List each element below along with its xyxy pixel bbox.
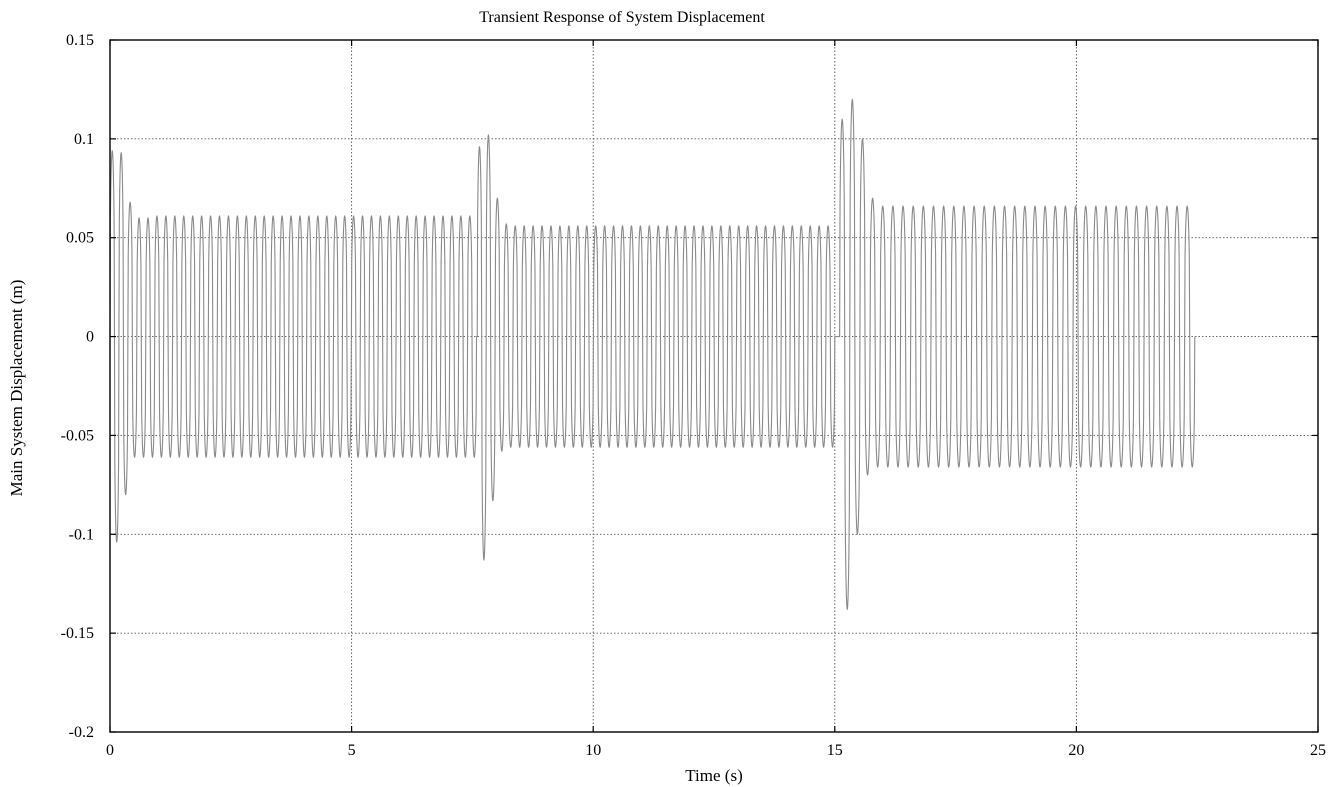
x-tick-label: 5 (348, 742, 356, 759)
x-axis-label: Time (s) (685, 766, 742, 785)
y-tick-label: -0.2 (69, 724, 94, 741)
y-axis-label: Main System Displacement (m) (7, 280, 26, 497)
y-tick-label: 0.15 (66, 32, 94, 49)
y-tick-label: -0.05 (61, 427, 94, 444)
x-tick-label: 20 (1068, 742, 1084, 759)
y-tick-label: -0.1 (69, 526, 94, 543)
axis-ticks (109, 39, 1319, 733)
x-tick-label: 25 (1310, 742, 1326, 759)
y-tick-label: 0 (86, 329, 94, 346)
y-tick-label: 0.05 (66, 230, 94, 247)
y-tick-label: 0.1 (74, 131, 94, 148)
chart-title: Transient Response of System Displacemen… (479, 9, 765, 26)
plot-frame (109, 39, 1319, 733)
x-tick-label: 10 (585, 742, 601, 759)
x-tick-label: 15 (827, 742, 843, 759)
displacement-series-line (109, 98, 1196, 610)
y-tick-label: -0.15 (61, 625, 94, 642)
x-tick-label: 0 (106, 742, 114, 759)
